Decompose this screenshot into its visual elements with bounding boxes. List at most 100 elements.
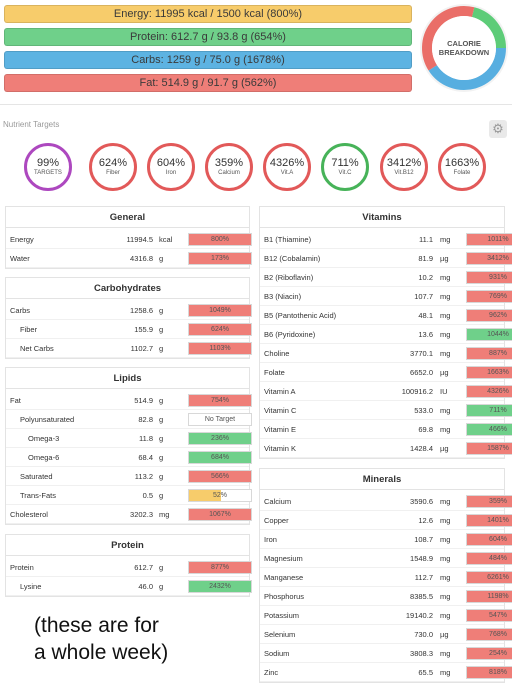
target-value: 3412%: [386, 157, 422, 169]
nutrient-row-fat[interactable]: Fat 514.9 g 754%: [6, 391, 252, 410]
progress-percent: 962%: [489, 312, 507, 319]
fat-bar[interactable]: Fat: 514.9 g / 91.7 g (562%): [4, 74, 412, 92]
nutrient-row-magnesium[interactable]: Magnesium 1548.9 mg 484%: [260, 549, 512, 568]
nutrient-row-trans-fats[interactable]: Trans-Fats 0.5 g 52%: [6, 486, 252, 505]
nutrient-row-b3-niacin[interactable]: B3 (Niacin) 107.7 mg 769%: [260, 287, 512, 306]
target-circle-vit-a[interactable]: 4326% Vit.A: [263, 143, 311, 191]
nutrient-progress-bar: 931%: [466, 271, 512, 284]
nutrient-progress-bar: No Target: [188, 413, 252, 426]
nutrient-row-cholesterol[interactable]: Cholesterol 3202.3 mg 1067%: [6, 505, 252, 524]
nutrient-progress-bar: 1011%: [466, 233, 512, 246]
progress-fill: [467, 534, 512, 545]
energy-bar[interactable]: Energy: 11995 kcal / 1500 kcal (800%): [4, 5, 412, 23]
nutrient-row-vitamin-e[interactable]: Vitamin E 69.8 mg 466%: [260, 420, 512, 439]
target-value: 1663%: [444, 157, 480, 169]
nutrient-name: Net Carbs: [20, 344, 54, 353]
donut-segment-carbs: [428, 47, 507, 90]
target-label: Fiber: [106, 170, 120, 176]
target-circle-targets[interactable]: 99% TARGETS: [24, 143, 72, 191]
nutrient-row-carbs[interactable]: Carbs 1258.6 g 1049%: [6, 301, 252, 320]
progress-fill: [467, 386, 512, 397]
target-circle-calcium[interactable]: 359% Calcium: [205, 143, 253, 191]
progress-percent: 1663%: [487, 369, 509, 376]
gear-icon[interactable]: ⚙: [489, 120, 507, 138]
target-circle-folate[interactable]: 1663% Folate: [438, 143, 486, 191]
nutrient-row-polyunsaturated[interactable]: Polyunsaturated 82.8 g No Target: [6, 410, 252, 429]
progress-percent: 466%: [489, 426, 507, 433]
nutrient-row-protein[interactable]: Protein 612.7 g 877%: [6, 558, 252, 577]
nutrient-row-iron[interactable]: Iron 108.7 mg 604%: [260, 530, 512, 549]
nutrient-row-vitamin-c[interactable]: Vitamin C 533.0 mg 711%: [260, 401, 512, 420]
nutrient-row-manganese[interactable]: Manganese 112.7 mg 6261%: [260, 568, 512, 587]
nutrient-row-net-carbs[interactable]: Net Carbs 1102.7 g 1103%: [6, 339, 252, 358]
nutrient-row-zinc[interactable]: Zinc 65.5 mg 818%: [260, 663, 512, 682]
calorie-breakdown-label: CALORIE BREAKDOWN: [420, 39, 508, 57]
nutrient-name: B12 (Cobalamin): [264, 254, 321, 263]
nutrient-row-b6-pyridoxine[interactable]: B6 (Pyridoxine) 13.6 mg 1044%: [260, 325, 512, 344]
nutrient-row-omega-3[interactable]: Omega-3 11.8 g 236%: [6, 429, 252, 448]
nutrient-unit: mg: [440, 535, 451, 544]
target-circle-vit-c[interactable]: 711% Vit.C: [321, 143, 369, 191]
carbs-bar[interactable]: Carbs: 1259 g / 75.0 g (1678%): [4, 51, 412, 69]
nutrient-row-omega-6[interactable]: Omega-6 68.4 g 684%: [6, 448, 252, 467]
progress-percent: 2432%: [209, 583, 231, 590]
nutrient-row-lysine[interactable]: Lysine 46.0 g 2432%: [6, 577, 252, 596]
progress-percent: 236%: [211, 435, 229, 442]
nutrient-row-b5-pantothenic-acid[interactable]: B5 (Pantothenic Acid) 48.1 mg 962%: [260, 306, 512, 325]
nutrient-progress-bar: 800%: [188, 233, 252, 246]
nutrient-progress-bar: 254%: [466, 647, 512, 660]
nutrient-row-b1-thiamine[interactable]: B1 (Thiamine) 11.1 mg 1011%: [260, 230, 512, 249]
progress-percent: 754%: [211, 397, 229, 404]
nutrient-name: Zinc: [264, 668, 279, 677]
nutrient-row-sodium[interactable]: Sodium 3808.3 mg 254%: [260, 644, 512, 663]
week-note: (these are for a whole week): [34, 612, 168, 666]
progress-fill: [189, 305, 251, 316]
nutrient-row-b2-riboflavin[interactable]: B2 (Riboflavin) 10.2 mg 931%: [260, 268, 512, 287]
nutrient-row-vitamin-a[interactable]: Vitamin A 100916.2 IU 4326%: [260, 382, 512, 401]
nutrient-row-water[interactable]: Water 4316.8 g 173%: [6, 249, 252, 268]
nutrient-row-energy[interactable]: Energy 11994.5 kcal 800%: [6, 230, 252, 249]
nutrient-progress-bar: 3412%: [466, 252, 512, 265]
target-circle-vit-b12[interactable]: 3412% Vit.B12: [380, 143, 428, 191]
donut-segment-protein: [471, 7, 506, 49]
nutrient-row-potassium[interactable]: Potassium 19140.2 mg 547%: [260, 606, 512, 625]
progress-fill: [189, 452, 251, 463]
protein-panel: Protein Protein 612.7 g 877% Lysine 46.0 g 2432…: [5, 534, 252, 597]
nutrient-row-calcium[interactable]: Calcium 3590.6 mg 359%: [260, 492, 512, 511]
nutrient-row-copper[interactable]: Copper 12.6 mg 1401%: [260, 511, 512, 530]
nutrient-amount: 1548.9: [410, 554, 433, 563]
target-circle-fiber[interactable]: 624% Fiber: [89, 143, 137, 191]
progress-percent: 604%: [489, 536, 507, 543]
nutrient-row-saturated[interactable]: Saturated 113.2 g 566%: [6, 467, 252, 486]
nutrient-progress-bar: 768%: [466, 628, 512, 641]
protein-bar[interactable]: Protein: 612.7 g / 93.8 g (654%): [4, 28, 412, 46]
progress-percent: 1011%: [487, 236, 509, 243]
nutrient-amount: 0.5: [142, 491, 153, 500]
nutrient-progress-bar: 1049%: [188, 304, 252, 317]
nutrient-row-folate[interactable]: Folate 6652.0 µg 1663%: [260, 363, 512, 382]
target-label: Vit.B12: [394, 170, 414, 176]
progress-fill: [467, 405, 512, 416]
progress-percent: 887%: [489, 350, 507, 357]
nutrient-unit: mg: [440, 235, 451, 244]
nutrient-unit: mg: [440, 273, 451, 282]
nutrient-amount: 514.9: [134, 396, 153, 405]
nutrient-row-vitamin-k[interactable]: Vitamin K 1428.4 µg 1587%: [260, 439, 512, 458]
nutrient-row-fiber[interactable]: Fiber 155.9 g 624%: [6, 320, 252, 339]
nutrient-unit: mg: [440, 425, 451, 434]
nutrient-unit: mg: [440, 330, 451, 339]
nutrient-amount: 68.4: [138, 453, 153, 462]
vitamins-panel-title: Vitamins: [260, 207, 504, 228]
progress-percent: 1067%: [209, 511, 231, 518]
calorie-breakdown-chart[interactable]: CALORIE BREAKDOWN: [420, 4, 508, 92]
nutrient-row-selenium[interactable]: Selenium 730.0 µg 768%: [260, 625, 512, 644]
target-circle-iron[interactable]: 604% Iron: [147, 143, 195, 191]
nutrient-row-choline[interactable]: Choline 3770.1 mg 887%: [260, 344, 512, 363]
nutrient-row-phosphorus[interactable]: Phosphorus 8385.5 mg 1198%: [260, 587, 512, 606]
target-label: Folate: [453, 170, 471, 176]
nutrient-row-b12-cobalamin[interactable]: B12 (Cobalamin) 81.9 µg 3412%: [260, 249, 512, 268]
nutrient-progress-bar: 466%: [466, 423, 512, 436]
section-divider: [0, 104, 512, 105]
nutrient-amount: 155.9: [134, 325, 153, 334]
nutrient-unit: g: [159, 434, 164, 443]
